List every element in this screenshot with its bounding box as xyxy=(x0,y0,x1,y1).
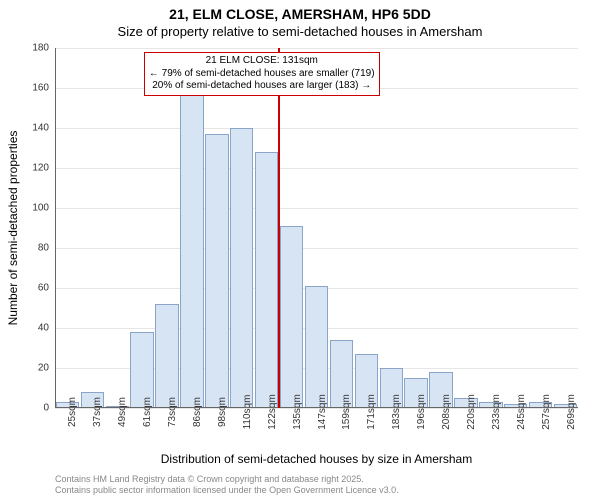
x-tick-label: 147sqm xyxy=(317,394,328,430)
x-axis-caption: Distribution of semi-detached houses by … xyxy=(55,452,578,466)
x-tick-label: 183sqm xyxy=(391,394,402,430)
x-tick-label: 159sqm xyxy=(341,394,352,430)
chart-title-sub: Size of property relative to semi-detach… xyxy=(0,24,600,39)
histogram-bar xyxy=(255,152,278,408)
chart-title-main: 21, ELM CLOSE, AMERSHAM, HP6 5DD xyxy=(0,6,600,22)
histogram-bar xyxy=(280,226,303,408)
annotation-box: 21 ELM CLOSE: 131sqm← 79% of semi-detach… xyxy=(144,52,380,96)
chart-area: Number of semi-detached properties 02040… xyxy=(55,48,578,408)
x-tick-label: 220sqm xyxy=(466,394,477,430)
y-tick-label: 100 xyxy=(32,203,49,214)
histogram-bar xyxy=(305,286,328,408)
x-tick-label: 208sqm xyxy=(441,394,452,430)
gridline xyxy=(55,208,578,209)
x-tick-label: 171sqm xyxy=(366,394,377,430)
gridline xyxy=(55,128,578,129)
y-tick-label: 140 xyxy=(32,123,49,134)
x-tick-label: 86sqm xyxy=(192,397,203,427)
y-tick-label: 160 xyxy=(32,83,49,94)
x-tick-label: 245sqm xyxy=(516,394,527,430)
histogram-bar xyxy=(230,128,253,408)
y-tick-label: 20 xyxy=(38,363,49,374)
annotation-line: 21 ELM CLOSE: 131sqm xyxy=(149,55,375,68)
x-axis-line xyxy=(55,407,578,408)
annotation-line: ← 79% of semi-detached houses are smalle… xyxy=(149,68,375,81)
annotation-line: 20% of semi-detached houses are larger (… xyxy=(149,80,375,93)
reference-line xyxy=(278,48,280,408)
gridline xyxy=(55,168,578,169)
x-tick-label: 98sqm xyxy=(217,397,228,427)
y-axis-line xyxy=(55,48,56,408)
x-tick-label: 135sqm xyxy=(292,394,303,430)
gridline xyxy=(55,248,578,249)
y-tick-label: 120 xyxy=(32,163,49,174)
y-tick-label: 180 xyxy=(32,43,49,54)
x-tick-label: 196sqm xyxy=(416,394,427,430)
histogram-bar xyxy=(180,82,203,408)
y-tick-label: 80 xyxy=(38,243,49,254)
attribution-text: Contains HM Land Registry data © Crown c… xyxy=(55,474,399,497)
gridline xyxy=(55,48,578,49)
x-tick-label: 37sqm xyxy=(92,397,103,427)
y-tick-label: 0 xyxy=(43,403,49,414)
x-tick-label: 257sqm xyxy=(541,394,552,430)
x-tick-label: 49sqm xyxy=(117,397,128,427)
x-tick-label: 25sqm xyxy=(67,397,78,427)
x-tick-label: 61sqm xyxy=(142,397,153,427)
x-tick-label: 269sqm xyxy=(566,394,577,430)
y-tick-label: 60 xyxy=(38,283,49,294)
attribution-line-2: Contains public sector information licen… xyxy=(55,485,399,496)
x-tick-label: 110sqm xyxy=(242,395,253,430)
chart-title-block: 21, ELM CLOSE, AMERSHAM, HP6 5DD Size of… xyxy=(0,0,600,39)
x-tick-label: 233sqm xyxy=(491,394,502,430)
y-axis-label: Number of semi-detached properties xyxy=(6,131,20,326)
histogram-bar xyxy=(155,304,178,408)
histogram-plot: 02040608010012014016018025sqm37sqm49sqm6… xyxy=(55,48,578,408)
x-tick-label: 122sqm xyxy=(267,394,278,430)
histogram-bar xyxy=(205,134,228,408)
x-tick-label: 73sqm xyxy=(167,397,178,427)
attribution-line-1: Contains HM Land Registry data © Crown c… xyxy=(55,474,399,485)
y-tick-label: 40 xyxy=(38,323,49,334)
